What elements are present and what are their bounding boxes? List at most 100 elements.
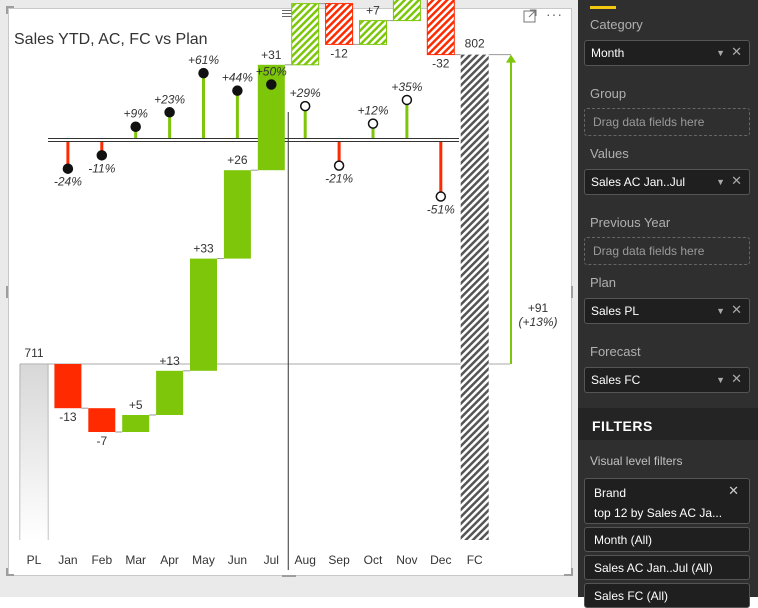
category-label-jul: Jul xyxy=(264,553,279,567)
delta-bar-oct xyxy=(359,20,387,45)
values-field-name: Sales AC Jan..Jul xyxy=(591,175,686,189)
plan-field-pill[interactable]: Sales PL ▼ ✕ xyxy=(584,298,750,324)
resize-handle-bottom-left-v[interactable] xyxy=(6,568,8,576)
category-label-pl: PL xyxy=(27,553,42,567)
delta-label-may: +33 xyxy=(193,242,214,256)
remove-icon[interactable]: ✕ xyxy=(731,371,742,386)
focus-mode-icon[interactable] xyxy=(522,8,538,24)
variance-pin-head-aug xyxy=(299,100,311,112)
filter-card-sales-fc[interactable]: Sales FC (All) xyxy=(584,583,750,608)
variance-pin-head-feb xyxy=(96,150,108,161)
chevron-down-icon[interactable]: ▼ xyxy=(716,375,725,385)
variance-pct-label-oct: +12% xyxy=(357,104,388,118)
variance-pin-head-may xyxy=(198,67,209,79)
filter-name: Brand xyxy=(594,486,627,500)
category-label-apr: Apr xyxy=(160,553,179,567)
chevron-down-icon[interactable]: ▼ xyxy=(716,177,725,187)
resize-handle-top-left-v[interactable] xyxy=(6,6,8,14)
variance-pin-head-jun xyxy=(232,85,243,96)
drag-grip-icon[interactable] xyxy=(282,10,298,18)
fields-pane: Category Month ▼ ✕ Group Drag data field… xyxy=(578,0,758,608)
variance-pct-label-may: +61% xyxy=(188,53,219,67)
waterfall-chart: PL Jan Feb Mar Apr May Jun Jul Aug Sep Oct Nov Dec FC… xyxy=(19,0,558,570)
resize-handle-bottom-left[interactable] xyxy=(6,574,14,576)
delta-label-feb: -7 xyxy=(96,434,107,448)
variance-pin-head-dec xyxy=(435,191,447,202)
group-drop-placeholder: Drag data fields here xyxy=(593,115,705,129)
previous-year-drop-placeholder: Drag data fields here xyxy=(593,244,705,258)
delta-bar-apr xyxy=(156,370,184,415)
resize-handle-right[interactable] xyxy=(571,286,573,298)
delta-label-jul: +31 xyxy=(261,48,282,62)
filter-name: Sales AC Jan..Jul (All) xyxy=(594,561,713,575)
category-label-feb: Feb xyxy=(91,553,112,567)
delta-label-mar: +5 xyxy=(129,398,143,412)
filter-card-sales-ac[interactable]: Sales AC Jan..Jul (All) xyxy=(584,555,750,580)
category-label-fc: FC xyxy=(467,553,483,567)
chevron-down-icon[interactable]: ▼ xyxy=(716,48,725,58)
forecast-field-name: Sales FC xyxy=(591,373,641,387)
filter-detail: top 12 by Sales AC Ja... xyxy=(594,506,723,520)
total-variance-label: +91 xyxy=(528,301,549,315)
resize-handle-top-left[interactable] xyxy=(6,6,14,8)
category-label-dec: Dec xyxy=(430,553,451,567)
variance-pct-label-mar: +9% xyxy=(124,107,149,121)
resize-handle-left[interactable] xyxy=(6,286,8,298)
variance-pct-label-apr: +23% xyxy=(154,92,185,106)
pane-tabs xyxy=(578,0,758,10)
variance-pct-label-jul: +50% xyxy=(256,65,287,79)
delta-label-jan: -13 xyxy=(59,410,77,424)
filter-card-brand[interactable]: Brand ✕ top 12 by Sales AC Ja... xyxy=(584,478,750,524)
delta-bar-sep xyxy=(325,3,354,45)
resize-handle-bottom-right[interactable] xyxy=(564,574,573,576)
delta-bar-may xyxy=(190,258,217,371)
delta-bar-mar xyxy=(122,415,150,432)
resize-handle-bottom-right-v[interactable] xyxy=(571,568,573,576)
previous-year-drop-zone[interactable]: Drag data fields here xyxy=(584,237,750,265)
remove-icon[interactable]: ✕ xyxy=(731,44,742,59)
values-well-label: Values xyxy=(590,146,629,161)
group-well-label: Group xyxy=(590,86,627,101)
chart-title: Sales YTD, AC, FC vs Plan xyxy=(14,31,208,48)
variance-pct-label-jun: +44% xyxy=(222,71,253,85)
delta-bar-jun xyxy=(223,170,251,259)
variance-pct-label-sep: -21% xyxy=(325,172,353,186)
filter-card-month[interactable]: Month (All) xyxy=(584,527,750,552)
more-options-icon[interactable]: ··· xyxy=(546,6,563,22)
plan-well-label: Plan xyxy=(590,275,617,290)
chevron-down-icon[interactable]: ▼ xyxy=(716,306,725,316)
category-label-aug: Aug xyxy=(295,553,316,567)
delta-label-sep: -12 xyxy=(330,46,348,60)
group-drop-zone[interactable]: Drag data fields here xyxy=(584,108,750,136)
category-label-mar: Mar xyxy=(125,553,146,567)
variance-pin-head-mar xyxy=(130,121,141,132)
total-bar-pl xyxy=(20,364,48,540)
delta-label-jun: +26 xyxy=(227,153,248,167)
variance-pin-head-jul xyxy=(266,79,277,90)
delta-bar-jan xyxy=(54,364,82,409)
variance-pin-head-nov xyxy=(401,94,413,106)
values-field-pill[interactable]: Sales AC Jan..Jul ▼ ✕ xyxy=(584,169,750,195)
variance-pin-head-apr xyxy=(164,107,175,118)
category-label-oct: Oct xyxy=(364,553,383,567)
fields-tab-indicator[interactable] xyxy=(590,6,616,9)
remove-icon[interactable]: ✕ xyxy=(731,173,742,188)
delta-label-apr: +13 xyxy=(159,354,180,368)
category-label-jan: Jan xyxy=(58,553,77,567)
variance-pin-head-jan xyxy=(62,163,74,174)
plan-field-name: Sales PL xyxy=(591,304,640,318)
category-field-pill[interactable]: Month ▼ ✕ xyxy=(584,40,750,66)
report-canvas: ··· Sales YTD, AC, FC vs Plan xyxy=(0,0,578,597)
category-label-nov: Nov xyxy=(396,553,417,567)
total-bar-fc xyxy=(460,54,489,540)
total-variance-pct-label: (+13%) xyxy=(518,315,557,329)
variance-pct-label-aug: +29% xyxy=(290,86,321,100)
filter-name: Month (All) xyxy=(594,533,653,547)
variance-pct-label-nov: +35% xyxy=(391,80,422,94)
category-label-may: May xyxy=(192,553,215,567)
forecast-field-pill[interactable]: Sales FC ▼ ✕ xyxy=(584,367,750,393)
remove-icon[interactable]: ✕ xyxy=(731,302,742,317)
remove-filter-icon[interactable]: ✕ xyxy=(728,483,739,498)
resize-handle-bottom[interactable] xyxy=(282,575,296,577)
variance-pct-label-feb: -11% xyxy=(88,161,115,175)
